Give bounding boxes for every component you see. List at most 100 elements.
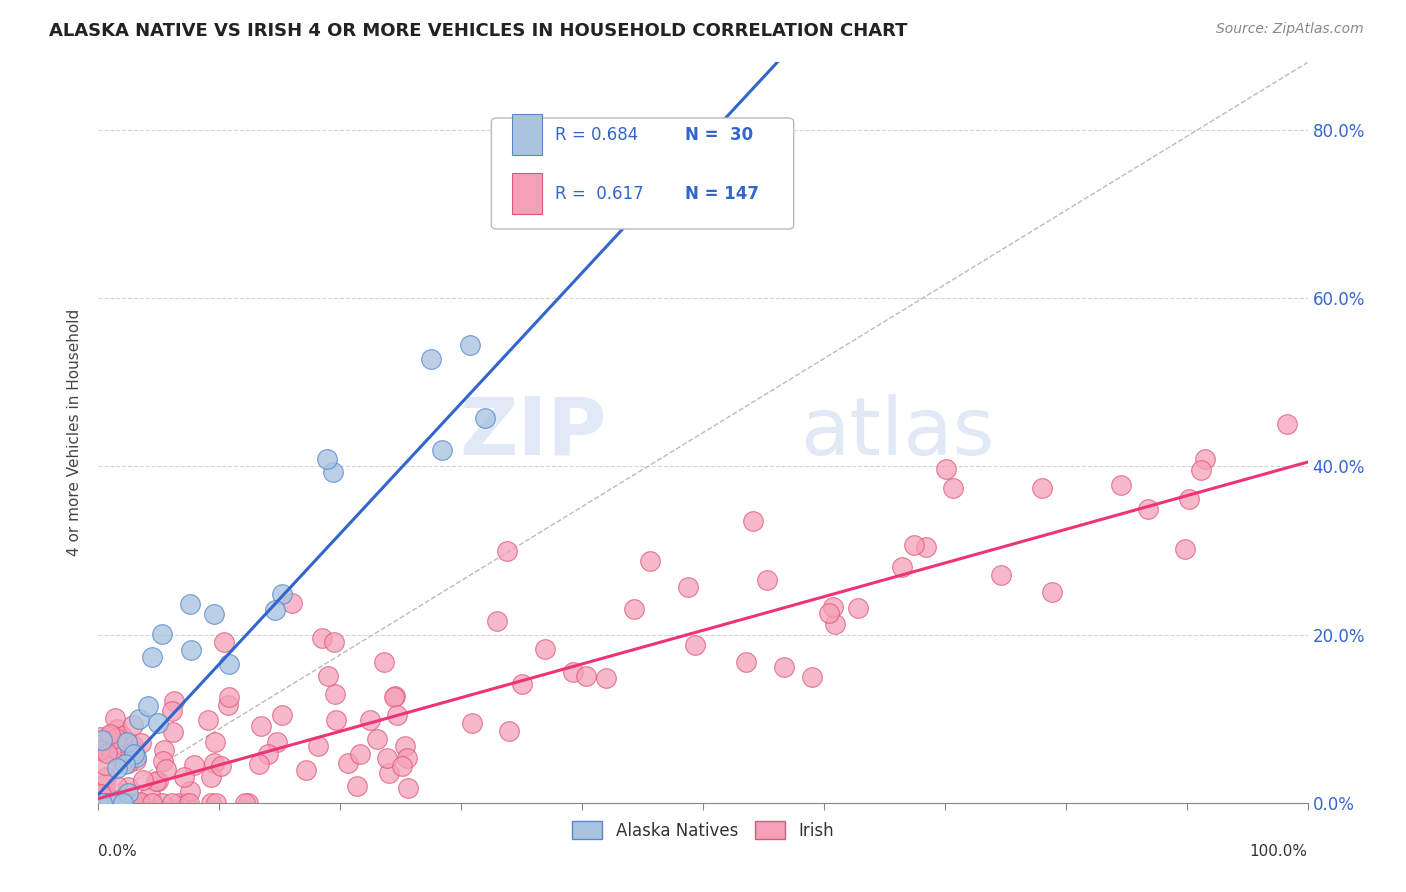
- Point: [1194, 451, 1216, 466]
- Point: [180, 642, 202, 657]
- Point: [89, 796, 111, 810]
- Point: [533, 642, 555, 657]
- Point: [498, 724, 520, 739]
- Point: [108, 743, 131, 757]
- Point: [1174, 542, 1197, 557]
- Point: [96, 770, 118, 784]
- Point: [108, 796, 131, 810]
- Point: [105, 796, 128, 810]
- Point: [575, 669, 598, 683]
- Point: [179, 597, 201, 611]
- Point: [316, 452, 339, 467]
- Point: [98, 727, 121, 741]
- Point: [107, 796, 129, 810]
- Point: [183, 757, 205, 772]
- Point: [359, 713, 381, 727]
- Point: [155, 762, 177, 776]
- Point: [129, 736, 152, 750]
- Point: [139, 787, 162, 801]
- Point: [122, 747, 145, 762]
- Point: [105, 723, 128, 737]
- Text: R =  0.617: R = 0.617: [555, 185, 644, 202]
- Text: R = 0.684: R = 0.684: [555, 126, 638, 144]
- Point: [640, 554, 662, 568]
- Point: [218, 657, 240, 671]
- Point: [741, 514, 763, 528]
- Point: [562, 665, 585, 679]
- Point: [107, 793, 129, 807]
- Point: [107, 796, 129, 810]
- Text: N =  30: N = 30: [685, 126, 754, 144]
- Text: Source: ZipAtlas.com: Source: ZipAtlas.com: [1216, 22, 1364, 37]
- Point: [346, 780, 368, 794]
- Point: [396, 780, 419, 795]
- Point: [148, 774, 170, 789]
- FancyBboxPatch shape: [512, 173, 543, 214]
- Point: [205, 796, 228, 810]
- Point: [384, 690, 406, 704]
- Point: [204, 735, 226, 749]
- Point: [96, 796, 118, 810]
- Point: [118, 796, 141, 810]
- Point: [209, 759, 232, 773]
- Point: [247, 756, 270, 771]
- Point: [96, 746, 118, 760]
- Point: [103, 796, 125, 810]
- Point: [90, 788, 112, 802]
- Point: [93, 796, 115, 810]
- Point: [173, 770, 195, 784]
- Point: [179, 783, 201, 797]
- Point: [90, 796, 112, 810]
- Point: [821, 599, 844, 614]
- Point: [107, 796, 129, 810]
- Point: [94, 777, 117, 791]
- Point: [935, 461, 957, 475]
- Point: [129, 795, 152, 809]
- Point: [141, 796, 163, 810]
- Point: [430, 443, 453, 458]
- Point: [366, 731, 388, 746]
- Text: 100.0%: 100.0%: [1250, 844, 1308, 858]
- Point: [174, 796, 197, 810]
- Point: [136, 698, 159, 713]
- Point: [200, 770, 222, 784]
- Point: [104, 796, 127, 810]
- Point: [384, 689, 406, 703]
- Point: [486, 614, 509, 628]
- Point: [734, 655, 756, 669]
- Text: ALASKA NATIVE VS IRISH 4 OR MORE VEHICLES IN HOUSEHOLD CORRELATION CHART: ALASKA NATIVE VS IRISH 4 OR MORE VEHICLE…: [49, 22, 908, 40]
- Point: [375, 751, 398, 765]
- Point: [97, 796, 120, 810]
- Text: 0.0%: 0.0%: [98, 844, 138, 858]
- Point: [100, 728, 122, 742]
- Point: [250, 719, 273, 733]
- Point: [131, 773, 153, 788]
- Point: [110, 796, 132, 810]
- Point: [990, 568, 1012, 582]
- Point: [125, 750, 148, 764]
- Point: [266, 735, 288, 749]
- Point: [773, 659, 796, 673]
- Point: [385, 708, 408, 723]
- Point: [129, 796, 152, 810]
- Point: [117, 786, 139, 800]
- Point: [510, 677, 533, 691]
- Point: [846, 601, 869, 615]
- Point: [1111, 478, 1133, 492]
- Point: [90, 796, 112, 810]
- FancyBboxPatch shape: [512, 114, 543, 155]
- Point: [202, 756, 225, 770]
- Point: [197, 713, 219, 727]
- Point: [394, 739, 416, 754]
- Point: [111, 730, 134, 744]
- Y-axis label: 4 or more Vehicles in Household: 4 or more Vehicles in Household: [67, 309, 83, 557]
- Point: [107, 780, 129, 794]
- Point: [110, 755, 132, 769]
- Point: [676, 581, 699, 595]
- Point: [1136, 502, 1159, 516]
- Point: [316, 669, 339, 683]
- Point: [112, 796, 135, 810]
- Point: [270, 707, 292, 722]
- Point: [128, 796, 150, 810]
- Point: [378, 766, 401, 780]
